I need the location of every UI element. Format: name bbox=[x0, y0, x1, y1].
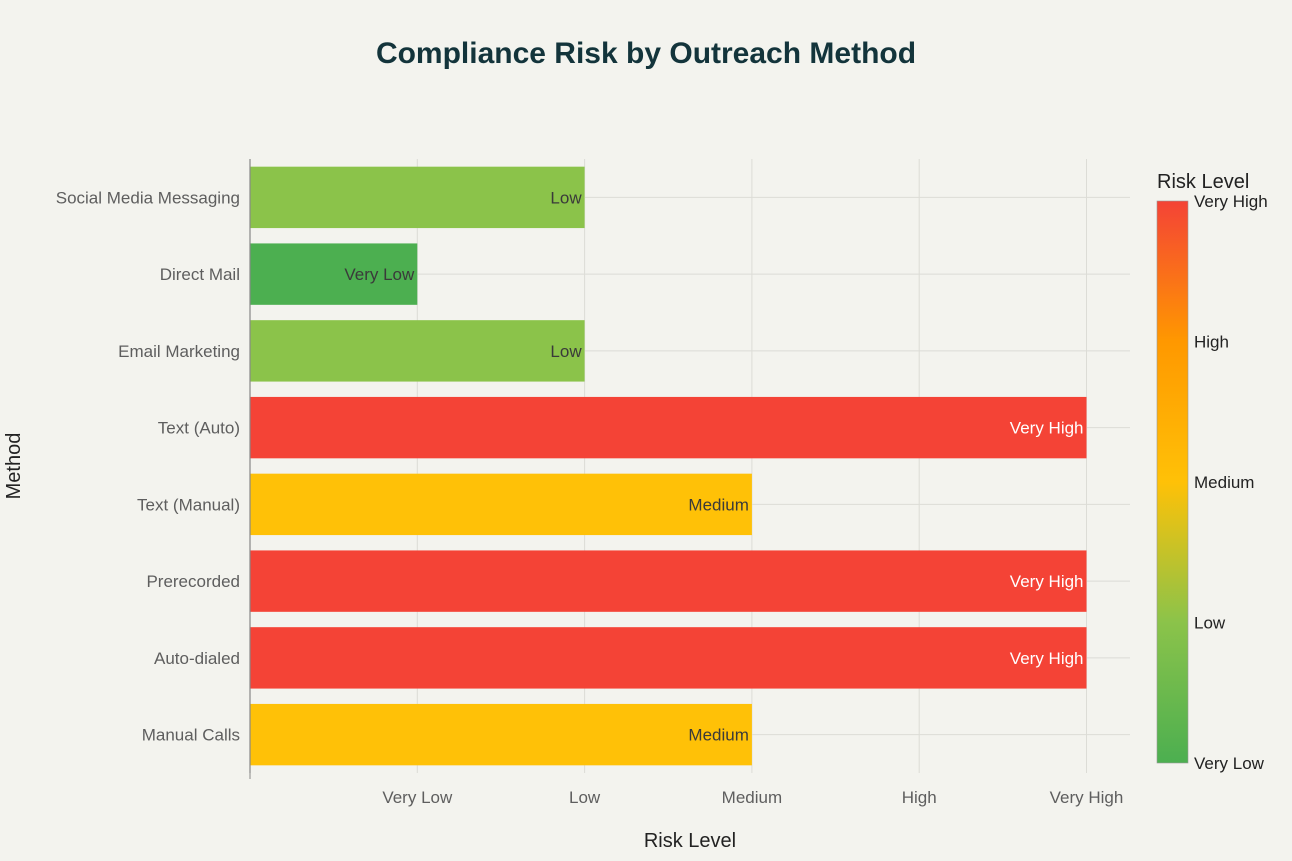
x-tick-label: Very High bbox=[1050, 788, 1124, 807]
bar-value-label: Low bbox=[550, 188, 582, 207]
bar-value-label: Very High bbox=[1010, 649, 1084, 668]
bars: Low Very Low Low Very High Medium Very High Ve… bbox=[250, 166, 1087, 766]
colorbar-title: Risk Level bbox=[1157, 171, 1249, 193]
y-axis-title: Method bbox=[3, 433, 25, 500]
bar-value-label: Very High bbox=[1010, 419, 1084, 438]
category-label: Manual Calls bbox=[142, 726, 240, 745]
bar-value-label: Very High bbox=[1010, 572, 1084, 591]
bar-value-label: Low bbox=[550, 342, 582, 361]
colorbar-tick-label: Very Low bbox=[1194, 754, 1265, 773]
x-tick-label: Very Low bbox=[382, 788, 453, 807]
x-tick-label: High bbox=[902, 788, 937, 807]
category-label: Text (Auto) bbox=[158, 419, 240, 438]
chart-title: Compliance Risk by Outreach Method bbox=[376, 37, 916, 70]
bar-value-label: Medium bbox=[688, 495, 748, 514]
bar bbox=[250, 703, 752, 766]
category-label: Prerecorded bbox=[146, 572, 240, 591]
category-label: Auto-dialed bbox=[154, 649, 240, 668]
bar bbox=[250, 243, 418, 305]
bar bbox=[250, 550, 1087, 612]
bar-value-label: Very Low bbox=[344, 265, 415, 284]
colorbar-tick-label: High bbox=[1194, 333, 1229, 352]
colorbar-gradient bbox=[1156, 200, 1189, 764]
category-label: Social Media Messaging bbox=[56, 188, 240, 207]
bar bbox=[250, 320, 585, 382]
colorbar-tick-label: Very High bbox=[1194, 192, 1268, 211]
x-tick-labels: Very Low Low Medium High Very High bbox=[249, 773, 1124, 807]
bar bbox=[250, 166, 585, 229]
category-label: Text (Manual) bbox=[137, 495, 240, 514]
category-labels: Social Media Messaging Direct Mail Email M… bbox=[56, 188, 240, 744]
bar-value-label: Medium bbox=[688, 726, 748, 745]
colorbar-tick-label: Medium bbox=[1194, 473, 1254, 492]
bar bbox=[250, 627, 1087, 689]
x-tick-label: Low bbox=[569, 788, 601, 807]
colorbar-tick-label: Low bbox=[1194, 614, 1226, 633]
category-label: Direct Mail bbox=[160, 265, 240, 284]
category-label: Email Marketing bbox=[118, 342, 240, 361]
bar bbox=[250, 396, 1087, 459]
colorbar-legend: Risk Level Very High High Medium Low Very Lo… bbox=[1156, 171, 1268, 773]
x-axis-title: Risk Level bbox=[644, 830, 736, 852]
bar bbox=[250, 473, 752, 536]
x-tick-label: Medium bbox=[722, 788, 782, 807]
